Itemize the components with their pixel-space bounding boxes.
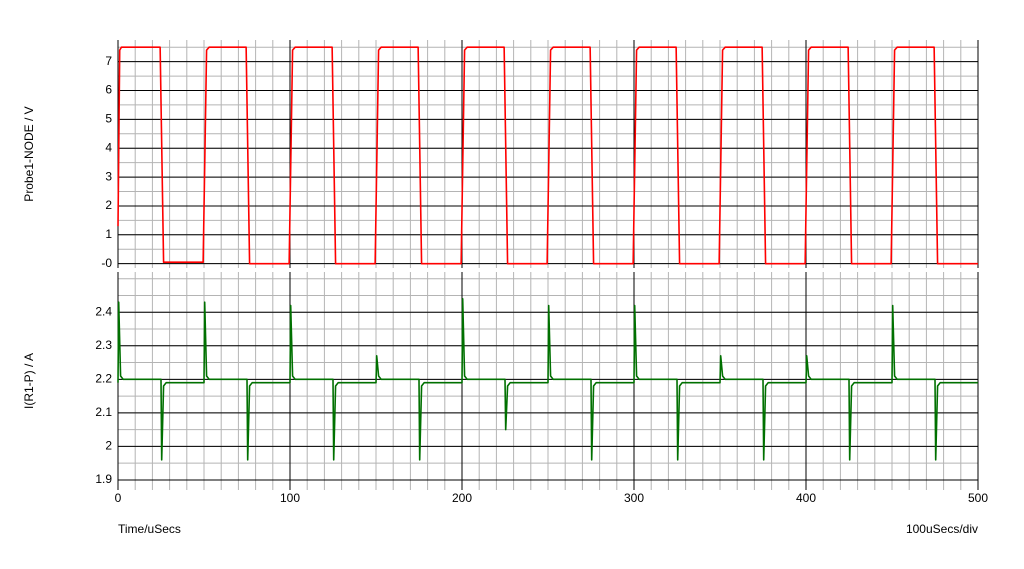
y-tick-label: -0: [101, 256, 112, 270]
y-tick-label: 1.9: [95, 472, 112, 486]
y-tick-label: 2: [105, 439, 112, 453]
y-axis-label: I(R1-P) / A: [22, 353, 36, 409]
x-tick-label: 300: [624, 491, 644, 505]
x-axis-label: Time/uSecs: [118, 522, 181, 536]
y-axis-label: Probe1-NODE / V: [22, 106, 36, 201]
y-tick-label: 2.1: [95, 405, 112, 419]
y-tick-label: 4: [105, 140, 112, 154]
series-line: [117, 46, 978, 265]
y-tick-label: 3: [105, 169, 112, 183]
y-tick-label: 2.4: [95, 304, 112, 318]
x-tick-label: 0: [115, 491, 122, 505]
y-tick-label: 2: [105, 198, 112, 212]
y-tick-label: 1: [105, 227, 112, 241]
y-tick-label: 5: [105, 112, 112, 126]
y-tick-label: 6: [105, 83, 112, 97]
x-tick-label: 100: [280, 491, 300, 505]
annotation: 100uSecs/div: [906, 522, 978, 536]
series-line: [117, 298, 978, 461]
x-tick-label: 400: [796, 491, 816, 505]
y-tick-label: 2.3: [95, 338, 112, 352]
x-tick-label: 200: [452, 491, 472, 505]
y-tick-label: 2.2: [95, 371, 112, 385]
y-tick-label: 7: [105, 54, 112, 68]
x-tick-label: 500: [968, 491, 988, 505]
